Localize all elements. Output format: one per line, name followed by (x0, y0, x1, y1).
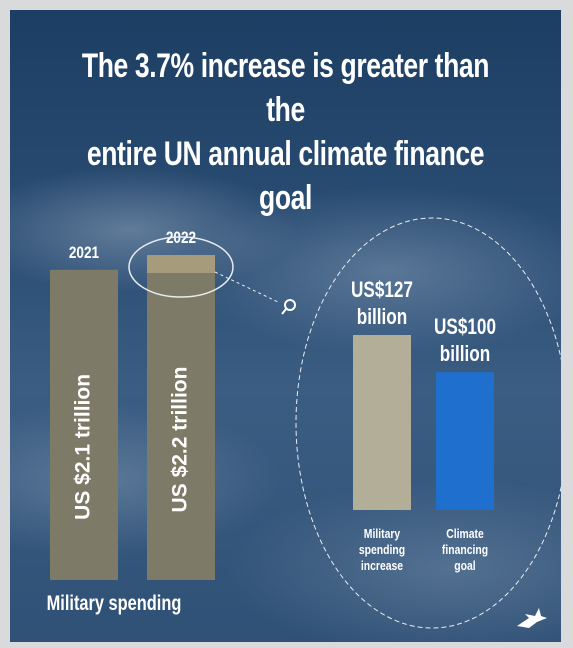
bar-2021 (50, 269, 118, 580)
category-label-1-0: Climate (446, 527, 484, 541)
bar-value-label-2021: US $2.1 trillion (72, 374, 95, 520)
highlight-ellipse (128, 236, 234, 298)
title-line-2: entire UN annual climate finance goal (86, 135, 485, 217)
bar-climate-goal (436, 372, 494, 510)
category-label-0-0: Military (364, 527, 401, 541)
zoom-circle (295, 217, 561, 629)
bar-value-label-2022: US $2.2 trillion (169, 367, 192, 513)
category-label-1-2: goal (454, 559, 475, 573)
category-label-0-2: increase (361, 559, 404, 573)
bar-value-label-0-0: US$127 (351, 278, 413, 303)
year-label-2021: 2021 (69, 243, 100, 262)
increase-highlight (147, 255, 215, 273)
zoom-connector (214, 271, 279, 303)
category-label-0-1: spending (359, 543, 405, 557)
bar-chart: 2021 US $2.1 trillion 2022 US $2.2 trillion… (47, 217, 561, 629)
bar-value-label-1-1: billion (440, 342, 491, 367)
bar-value-label-0-1: billion (357, 305, 408, 330)
infographic-frame: The 3.7% increase is greater than the en… (10, 10, 561, 642)
year-label-2022: 2022 (166, 229, 196, 248)
title-line-1: The 3.7% increase is greater than the (81, 47, 490, 129)
bar-2022 (147, 255, 215, 580)
magnifier-handle (281, 308, 287, 315)
x-axis-label: Military spending (47, 591, 182, 614)
magnifier-icon (284, 299, 296, 311)
dove-logo-icon (517, 608, 547, 628)
bar-value-label-1-0: US$100 (434, 315, 496, 340)
category-label-1-1: financing (442, 543, 488, 557)
bar-military-increase (353, 335, 411, 510)
chart-title: The 3.7% increase is greater than the en… (71, 44, 501, 220)
